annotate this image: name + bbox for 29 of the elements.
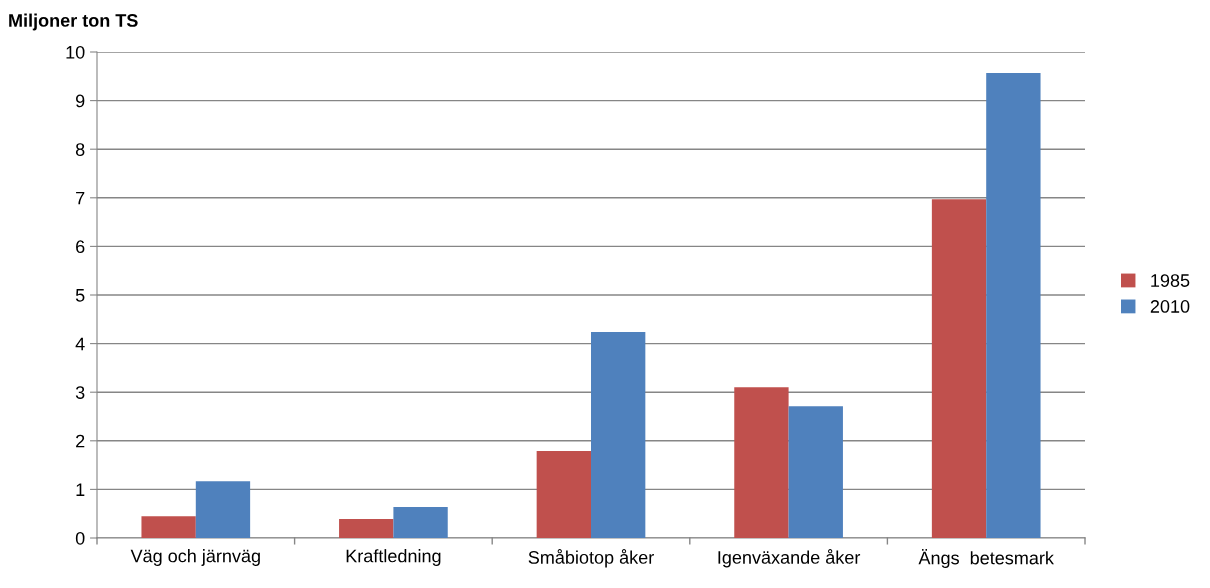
bar [734, 387, 789, 538]
y-tick-label: 7 [76, 191, 85, 205]
x-tick-label: Väg och järnväg [130, 549, 260, 566]
y-axis-title: Miljoner ton TS [9, 13, 138, 31]
x-tick-label: Ängs betesmark [918, 549, 1054, 568]
bar [141, 516, 196, 538]
bar [788, 406, 843, 538]
y-tick-label: 9 [76, 94, 85, 108]
x-tick-label: Kraftledning [346, 549, 441, 566]
legend-label: 1985 [1151, 274, 1190, 287]
bar [536, 451, 591, 538]
y-tick-label: 1 [76, 483, 85, 496]
bar [195, 481, 251, 538]
x-tick-label: Igenväxande åker [718, 549, 861, 568]
y-tick-label: 0 [75, 531, 85, 545]
legend-label: 2010 [1150, 300, 1190, 313]
bar [986, 72, 1041, 538]
x-tick-label: Småbiotop åker [528, 549, 654, 568]
bar [393, 506, 448, 538]
y-tick-label: 5 [75, 289, 85, 302]
bar [339, 519, 394, 538]
y-tick-label: 2 [76, 434, 85, 448]
y-tick-label: 6 [76, 240, 85, 254]
y-tick-label: 8 [75, 143, 85, 156]
y-tick-label: 3 [75, 386, 85, 399]
y-tick-label: 10 [66, 45, 85, 59]
bar [591, 331, 646, 538]
y-tick-label: 4 [75, 337, 85, 351]
bar [931, 199, 987, 538]
